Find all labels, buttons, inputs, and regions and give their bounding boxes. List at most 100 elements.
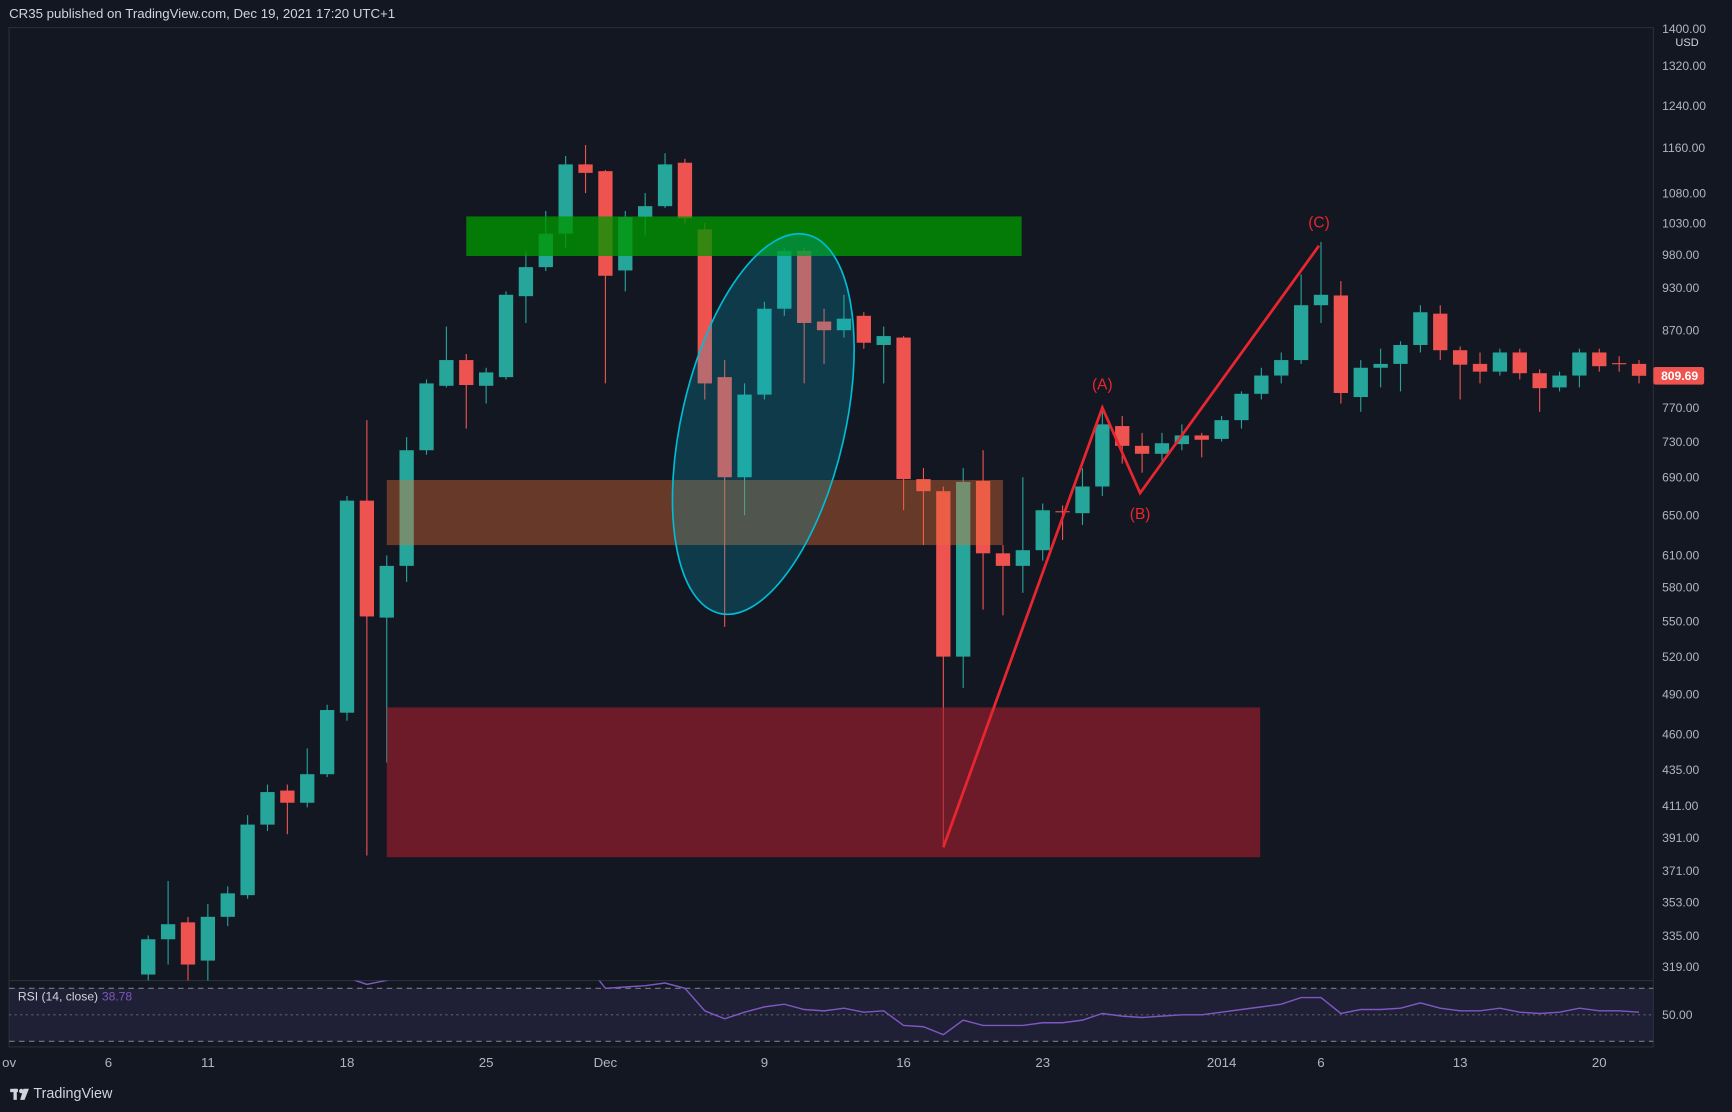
- y-tick-label: 1030.00: [1662, 216, 1706, 230]
- candle-body: [1055, 511, 1070, 513]
- y-tick-label: 1160.00: [1662, 141, 1705, 155]
- candle-body: [518, 267, 534, 297]
- candle-body: [498, 294, 514, 378]
- candle-body: [339, 500, 355, 713]
- y-tick-label: 690.00: [1662, 471, 1699, 485]
- candle-body: [578, 164, 593, 173]
- price-zone: [386, 479, 1003, 546]
- candle-body: [558, 164, 573, 234]
- y-tick-label: 411.00: [1662, 799, 1698, 813]
- candle-body: [737, 394, 752, 478]
- candle-body: [797, 250, 812, 323]
- logo: [10, 1088, 29, 1100]
- candle-body: [995, 553, 1011, 566]
- y-tick-label: 335.00: [1662, 929, 1699, 943]
- candle-body: [1174, 435, 1190, 445]
- candle-body: [717, 377, 732, 478]
- last-price-label: 809.69: [1661, 369, 1698, 383]
- candle-body: [816, 321, 832, 331]
- last-price-box: [1653, 366, 1705, 385]
- candle-body: [1492, 352, 1508, 372]
- candle-body: [1194, 435, 1209, 440]
- candle-body: [1115, 426, 1130, 446]
- rsi-name: RSI (14, close): [18, 989, 98, 1003]
- wave-label: (C): [1308, 215, 1329, 232]
- y-tick-label: 980.00: [1662, 248, 1699, 262]
- y-tick-label: 435.00: [1662, 763, 1699, 777]
- candle-body: [1333, 295, 1349, 394]
- candle-body: [1373, 363, 1388, 368]
- currency-label: USD: [1675, 37, 1698, 49]
- candle-body: [657, 164, 673, 207]
- candle-body: [1512, 352, 1527, 374]
- axes: ov 6 11 18 25 Dec 9 16 23 2014 6 13 20 1400.00 1320.00…: [2, 22, 1706, 1070]
- y-tick-label: 460.00: [1662, 728, 1699, 742]
- candle-body: [1631, 363, 1647, 376]
- price-zone: [466, 216, 1022, 257]
- candle-body: [1313, 294, 1329, 306]
- candle-body: [777, 250, 792, 309]
- y-tick-label: 490.00: [1662, 688, 1699, 702]
- candle-body: [300, 774, 315, 803]
- y-tick-label: 580.00: [1662, 581, 1699, 595]
- candle-body: [439, 360, 454, 386]
- wave-label: (B): [1130, 506, 1151, 523]
- candle-body: [1353, 367, 1368, 398]
- candle-body: [141, 939, 156, 975]
- candle-body: [1572, 352, 1587, 376]
- candle-body: [1433, 313, 1448, 351]
- wave-line: [942, 244, 1321, 848]
- rsi-line: [353, 980, 1640, 1036]
- candle-body: [220, 893, 235, 917]
- candle-body: [260, 792, 275, 825]
- y-tick-label: 1320.00: [1662, 59, 1706, 73]
- candle-body: [638, 206, 653, 218]
- y-tick-label: 870.00: [1662, 324, 1699, 338]
- y-tick-label: 930.00: [1662, 281, 1699, 295]
- wave-label: (A): [1092, 377, 1113, 394]
- x-tick-label: 9: [761, 1055, 768, 1070]
- candle-body: [1035, 510, 1050, 551]
- candle-body: [677, 162, 693, 219]
- y-tick-label: 353.00: [1662, 896, 1699, 910]
- candle-body: [200, 916, 216, 961]
- candle-body: [1532, 373, 1547, 389]
- x-tick-label: Dec: [594, 1055, 618, 1070]
- y-tick-label: 371.00: [1662, 864, 1699, 878]
- candle-body: [419, 383, 434, 451]
- y-tick-label: 391.00: [1662, 831, 1699, 845]
- candle-body: [975, 480, 991, 554]
- price-zone: [386, 707, 1261, 858]
- ellipse-group: [671, 232, 855, 616]
- candle-body: [1393, 344, 1408, 364]
- candle-body: [1413, 312, 1428, 345]
- rsi-pane: [9, 980, 1654, 1042]
- rsi-tick-label: 50.00: [1662, 1008, 1693, 1022]
- x-tick-label: 11: [201, 1055, 215, 1070]
- candle-body: [399, 450, 414, 566]
- highlight-ellipse: [671, 232, 855, 616]
- candle-body: [359, 500, 375, 617]
- x-tick-label: 18: [340, 1055, 355, 1070]
- candle-body: [916, 479, 931, 492]
- candle-body: [956, 481, 971, 657]
- candle-body: [1552, 375, 1567, 388]
- candle-body: [478, 372, 494, 386]
- y-tick-label: 550.00: [1662, 614, 1699, 628]
- y-tick-label: 610.00: [1662, 549, 1699, 563]
- candle-body: [856, 315, 871, 343]
- candle-body: [319, 710, 335, 775]
- candle-body: [240, 824, 255, 896]
- logo-part: [13, 1088, 17, 1100]
- candle-body: [1452, 350, 1468, 365]
- x-tick-label: 6: [1317, 1055, 1324, 1070]
- candle-body: [1592, 352, 1607, 367]
- y-tick-label: 1400.00: [1662, 22, 1706, 36]
- y-tick-label: 319.00: [1662, 960, 1699, 974]
- candle-body: [1015, 550, 1030, 566]
- rsi-value: 38.78: [102, 989, 133, 1003]
- candle-body: [936, 491, 951, 657]
- candle-body: [459, 360, 474, 386]
- candle-body: [1254, 375, 1269, 394]
